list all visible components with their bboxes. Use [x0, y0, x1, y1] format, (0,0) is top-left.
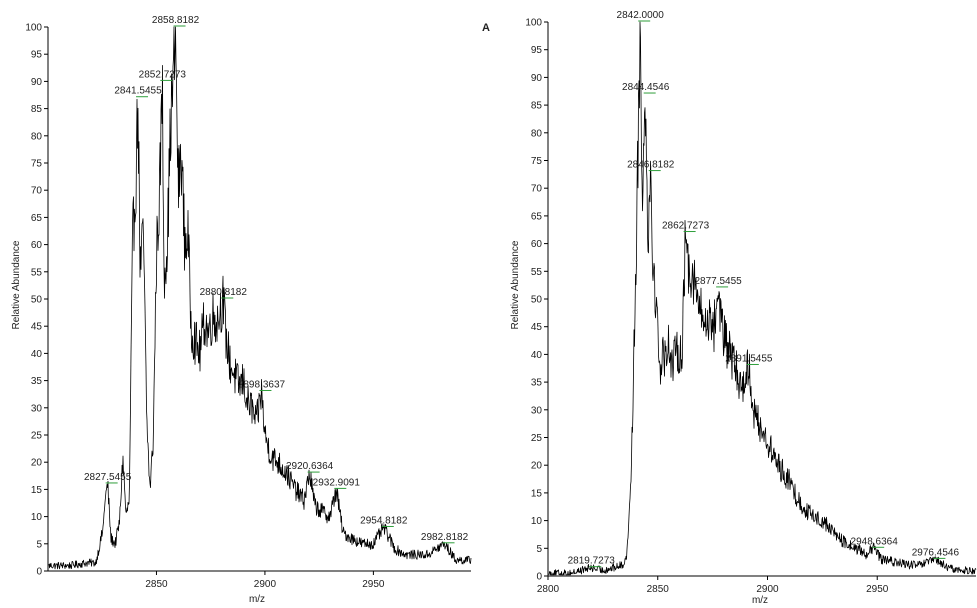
y-tick-label: 15: [531, 488, 543, 499]
peak-label: 2982.8182: [421, 532, 469, 543]
y-tick-label: 90: [31, 77, 43, 88]
x-tick-label: 2850: [647, 584, 670, 595]
y-tick-label: 55: [31, 267, 43, 278]
peak-label: 2891.5455: [725, 353, 773, 364]
peak-label: 2846.8182: [627, 160, 675, 171]
y-tick-label: 40: [531, 350, 543, 361]
peak-label: 2954.8182: [360, 515, 408, 526]
y-tick-label: 50: [31, 295, 43, 306]
peak-label: 2827.5455: [84, 472, 132, 483]
y-tick-label: 95: [31, 50, 43, 61]
panel-label: A: [482, 22, 490, 34]
y-tick-label: 20: [31, 458, 43, 469]
x-axis-title: m/z: [752, 595, 768, 606]
y-tick-label: 30: [531, 405, 543, 416]
y-tick-label: 80: [31, 131, 43, 142]
y-tick-label: 5: [36, 539, 42, 550]
x-axis-title: m/z: [249, 594, 265, 605]
y-tick-label: 0: [536, 572, 542, 583]
peak-label: 2932.9091: [313, 477, 361, 488]
peak-label: 2920.6364: [286, 461, 334, 472]
y-tick-label: 60: [31, 240, 43, 251]
peak-label: 2880.8182: [200, 287, 248, 298]
x-tick-label: 2900: [254, 579, 277, 590]
x-tick-label: 2950: [362, 579, 385, 590]
y-tick-label: 25: [531, 433, 543, 444]
y-tick-label: 85: [31, 104, 43, 115]
x-tick-label: 2950: [866, 584, 889, 595]
peak-label: 2862.7273: [662, 221, 710, 232]
x-tick-label: 2850: [145, 579, 168, 590]
spectrum-trace: [548, 21, 977, 576]
y-tick-label: 75: [531, 156, 543, 167]
y-tick-label: 100: [25, 23, 42, 34]
y-tick-label: 40: [31, 349, 43, 360]
y-tick-label: 45: [31, 322, 43, 333]
y-tick-label: 20: [531, 461, 543, 472]
y-tick-label: 5: [536, 544, 542, 555]
y-tick-label: 10: [31, 512, 43, 523]
y-axis-title: Relative Abundance: [510, 240, 521, 329]
peak-label: 2976.4546: [912, 547, 960, 558]
y-tick-label: 100: [525, 18, 542, 29]
y-tick-label: 25: [31, 431, 43, 442]
left-spectrum-panel: Relative Abundance m/z A 0 5 10 15 20 25 30 35 4…: [11, 15, 490, 605]
x-tick-label: 2800: [537, 584, 560, 595]
y-tick-label: 45: [531, 322, 543, 333]
peak-label: 2844.4546: [622, 82, 670, 93]
y-tick-label: 35: [31, 376, 43, 387]
y-tick-label: 65: [531, 211, 543, 222]
y-tick-label: 30: [31, 403, 43, 414]
spectrum-trace: [48, 26, 472, 570]
peak-label: 2898.3637: [238, 379, 286, 390]
right-spectrum-panel: Relative Abundance m/z 0 5 10 15 20 25 30 35 40 4…: [510, 10, 977, 606]
x-tick-label: 2900: [756, 584, 779, 595]
y-tick-label: 95: [531, 45, 543, 56]
y-tick-label: 90: [531, 73, 543, 84]
y-tick-label: 70: [531, 184, 543, 195]
y-tick-label: 10: [531, 516, 543, 527]
y-tick-label: 60: [531, 239, 543, 250]
y-tick-label: 55: [531, 267, 543, 278]
peak-label: 2819.7273: [568, 556, 616, 567]
y-tick-label: 15: [31, 485, 43, 496]
peak-label: 2852.7273: [139, 69, 187, 80]
peak-label: 2842.0000: [617, 10, 665, 21]
y-tick-label: 80: [531, 128, 543, 139]
y-tick-label: 65: [31, 213, 43, 224]
y-tick-label: 70: [31, 186, 43, 197]
peak-label: 2858.8182: [152, 15, 200, 26]
peak-label: 2948.6364: [851, 536, 899, 547]
peak-label: 2841.5455: [114, 86, 162, 97]
y-tick-label: 75: [31, 159, 43, 170]
y-tick-label: 0: [36, 567, 42, 578]
y-tick-label: 35: [531, 378, 543, 389]
y-axis-title: Relative Abundance: [11, 240, 22, 329]
y-tick-label: 85: [531, 101, 543, 112]
y-tick-label: 50: [531, 295, 543, 306]
peak-label: 2877.5455: [694, 276, 742, 287]
